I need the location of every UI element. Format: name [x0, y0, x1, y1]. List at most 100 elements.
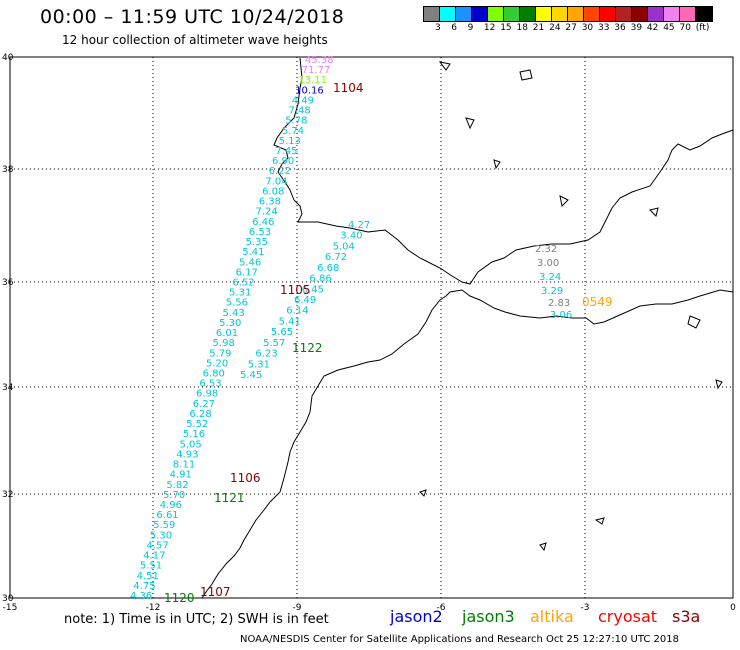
colorbar-labels: 3 6 9 12 15 18 21 24 27 30 33 36 39 42 45 70 (ft) — [423, 23, 740, 35]
swh-labels: 45.3871.7713.1110.164.497.485.785.745.13… — [130, 55, 613, 605]
swh-value: 5.79 — [209, 348, 231, 359]
swh-value: 5.05 — [180, 439, 202, 450]
swh-value: 10.16 — [295, 85, 324, 96]
swh-value: 6.86 — [309, 274, 331, 285]
colorbar-label: 70 — [679, 23, 691, 33]
swh-value: 6.61 — [156, 510, 178, 521]
swh-value: 5.13 — [279, 136, 301, 147]
swh-value: 5.78 — [285, 116, 307, 127]
coastline-spain-south — [427, 129, 734, 285]
swh-value: 5.59 — [153, 520, 175, 531]
x-tick-label: -9 — [293, 603, 302, 613]
swh-value: 5.20 — [206, 358, 228, 369]
coastline-portugal — [273, 57, 429, 263]
swh-value: 6.17 — [236, 267, 258, 278]
swh-value: 5.51 — [140, 561, 162, 572]
swh-value: 3.29 — [541, 286, 563, 297]
swh-value: 5.74 — [282, 126, 304, 137]
swh-value: 5.57 — [263, 338, 285, 349]
swh-value: 45.38 — [305, 55, 334, 66]
swh-value: 6.52 — [232, 277, 254, 288]
colorbar-label: 18 — [516, 23, 528, 33]
swh-value: 6.45 — [302, 284, 324, 295]
swh-value: 5.98 — [213, 338, 235, 349]
swh-value: 4.49 — [292, 95, 314, 106]
swh-value: 4.51 — [137, 571, 159, 582]
swh-value: 6.23 — [255, 349, 277, 360]
swh-value: 5.43 — [222, 308, 244, 319]
swh-value: 6.08 — [262, 186, 284, 197]
satellite-legend-altika: altika — [530, 607, 574, 626]
swh-value: 6.49 — [294, 295, 316, 306]
island-4 — [559, 195, 569, 208]
swh-value: 4.91 — [170, 470, 192, 481]
swh-value: 4.96 — [160, 500, 182, 511]
swh-value: 6.53 — [199, 379, 221, 390]
colorbar-swatch — [456, 7, 472, 21]
x-tick-label: 0 — [730, 603, 736, 613]
swh-value: 6.28 — [189, 409, 211, 420]
island-7 — [594, 517, 605, 525]
pass-time-label: 1106 — [230, 471, 261, 485]
colorbar-label: 33 — [598, 23, 610, 33]
y-tick-label: 30 — [2, 594, 14, 604]
island-2 — [438, 61, 451, 71]
colorbar-label: 6 — [451, 23, 458, 33]
island-11 — [493, 159, 501, 170]
colorbar-swatch — [424, 7, 440, 21]
swh-value: 5.65 — [271, 327, 293, 338]
pass-time-label: 1107 — [200, 585, 231, 599]
colorbar-swatch — [680, 7, 696, 21]
swh-value: 5.35 — [246, 237, 268, 248]
swh-value: 7.24 — [255, 207, 277, 218]
colorbar-swatch — [568, 7, 584, 21]
satellite-legend-s3a: s3a — [672, 607, 701, 626]
swh-value: 4.93 — [176, 449, 198, 460]
swh-value: 13.11 — [298, 75, 327, 86]
map-subtitle: 12 hour collection of altimeter wave hei… — [62, 33, 328, 47]
map-grid — [10, 57, 733, 598]
colorbar-label: (ft) — [695, 23, 710, 33]
swh-value: 5.41 — [279, 316, 301, 327]
island-8 — [649, 207, 659, 217]
axis-ticks: -15 -12 -9 -6 -3 0 40 38 36 34 32 30 — [2, 53, 736, 613]
swh-value: 3.40 — [340, 231, 362, 242]
colorbar-label: 42 — [646, 23, 659, 33]
swh-value: 4.27 — [348, 220, 370, 231]
colorbar-swatch — [440, 7, 456, 21]
swh-value: 4.75 — [133, 581, 155, 592]
colorbar-swatch — [520, 7, 536, 21]
colorbar-label: 39 — [630, 23, 643, 33]
y-tick-label: 32 — [2, 490, 13, 500]
colorbar-swatch — [664, 7, 680, 21]
swh-value: 6.01 — [216, 328, 238, 339]
swh-value: 4.57 — [147, 540, 169, 551]
pass-time-label: 1121 — [214, 491, 245, 505]
swh-value: 5.30 — [219, 318, 241, 329]
map-frame — [9, 56, 734, 599]
swh-value: 71.77 — [302, 65, 331, 76]
pass-time-label: 0549 — [582, 295, 613, 309]
swh-value: 6.98 — [196, 389, 218, 400]
swh-value: 5.70 — [163, 490, 185, 501]
note-text: note: 1) Time is in UTC; 2) SWH is in fe… — [64, 612, 329, 627]
swh-value: 6.53 — [249, 227, 271, 238]
pass-time-label: 1104 — [333, 81, 364, 95]
colorbar-label: 27 — [565, 23, 577, 33]
island-6 — [419, 489, 427, 497]
swh-value: 5.46 — [239, 257, 261, 268]
colorbar-label: 3 — [435, 23, 441, 33]
swh-value: 5.04 — [333, 241, 355, 252]
y-tick-label: 40 — [2, 53, 14, 63]
swh-value: 6.80 — [203, 369, 225, 380]
wave-height-colorbar — [423, 6, 713, 22]
y-tick-label: 36 — [2, 278, 14, 288]
swh-value: 6.38 — [259, 197, 281, 208]
swh-value: 5.45 — [240, 370, 262, 381]
swh-value: 7.45 — [275, 146, 297, 157]
satellite-legend-jason2: jason2 — [390, 607, 443, 626]
swh-value: 3.06 — [550, 310, 572, 321]
island-5 — [687, 315, 701, 329]
colorbar-swatch — [488, 7, 504, 21]
